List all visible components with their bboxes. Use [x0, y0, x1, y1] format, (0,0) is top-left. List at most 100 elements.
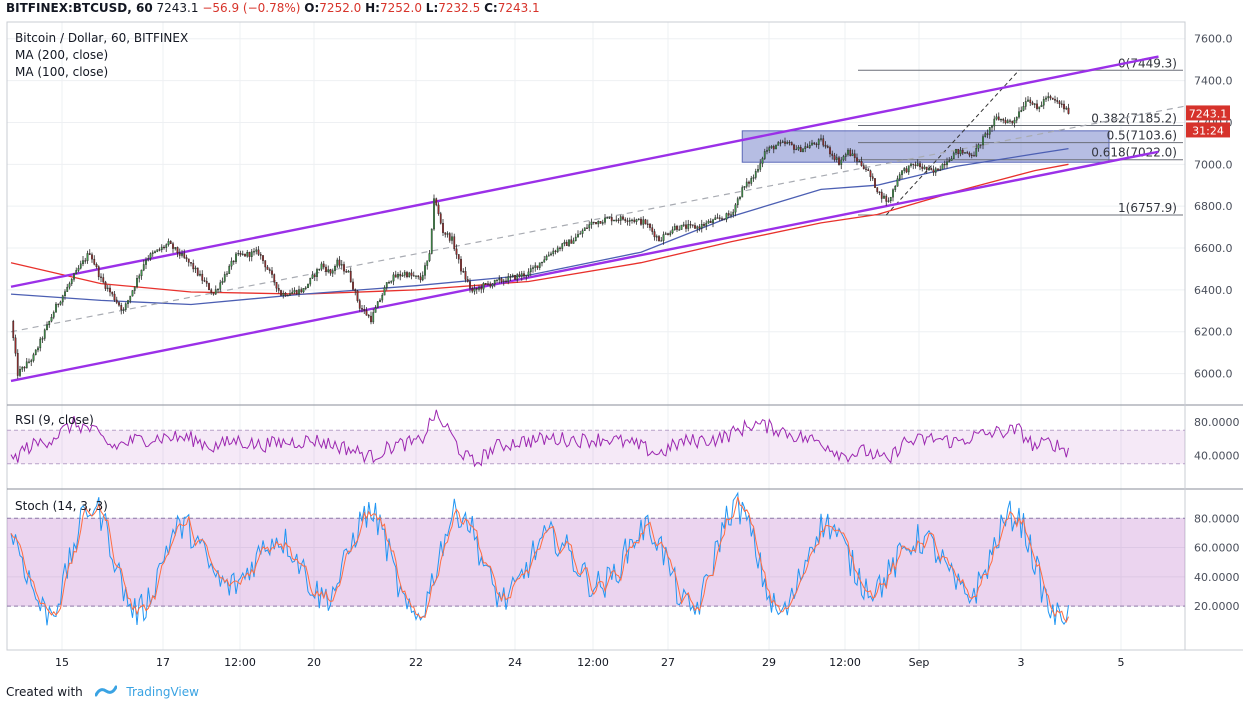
candle-body	[46, 324, 48, 331]
candle-body	[536, 265, 539, 268]
candle-body	[320, 263, 323, 270]
rsi-tick-label: 40.0000	[1194, 449, 1240, 462]
candle-body	[129, 295, 132, 301]
candle-body	[750, 178, 753, 184]
candle-body	[1020, 110, 1023, 112]
candle-body	[952, 152, 955, 159]
ma200-legend[interactable]: MA (200, close)	[15, 48, 109, 62]
candle-body	[784, 141, 786, 144]
candle-body	[885, 195, 888, 202]
x-tick-label: Sep	[909, 656, 930, 669]
candle-body	[844, 154, 847, 157]
candle-body	[138, 275, 141, 279]
candle-body	[259, 254, 262, 256]
candle-body	[322, 263, 325, 268]
candle-body	[113, 293, 116, 301]
candle-body	[88, 253, 91, 255]
candle-body	[480, 287, 483, 290]
stoch-pane[interactable]	[7, 491, 1185, 626]
candle-body	[363, 309, 366, 311]
tradingview-logo-icon[interactable]	[94, 684, 118, 702]
candle-body	[41, 338, 44, 340]
candle-body	[583, 227, 586, 231]
candle-body	[345, 270, 348, 273]
price-pane[interactable]: 0(7449.3) 0.382(7185.2) 0.5(7103.6) 0.618(7…	[10, 55, 1204, 383]
candle-body	[232, 260, 235, 263]
candle-body	[865, 168, 867, 170]
candle-body	[739, 196, 741, 199]
candle-body	[327, 269, 330, 272]
candle-body	[205, 281, 208, 284]
candle-body	[491, 283, 494, 287]
candle-body	[788, 141, 791, 144]
candle-body	[721, 218, 723, 220]
candle-body	[403, 272, 406, 276]
candle-body	[572, 240, 575, 244]
candle-body	[923, 166, 926, 169]
candle-body	[1051, 97, 1054, 100]
candle-body	[957, 148, 960, 155]
x-tick-label: 5	[1118, 656, 1125, 669]
candle-body	[23, 366, 26, 369]
candle-body	[984, 133, 987, 137]
stoch-legend[interactable]: Stoch (14, 3, 3)	[15, 499, 108, 513]
candle-body	[912, 163, 915, 166]
candle-body	[1040, 104, 1043, 108]
candle-body	[325, 266, 327, 272]
candle-body	[417, 275, 420, 278]
candle-body	[241, 253, 244, 255]
candle-body	[842, 156, 845, 161]
rsi-legend[interactable]: RSI (9, close)	[15, 413, 94, 427]
candle-body	[268, 269, 271, 271]
candle-body	[430, 228, 433, 254]
candle-body	[19, 369, 21, 376]
candle-body	[775, 145, 777, 150]
candle-body	[158, 249, 161, 251]
rsi-pane[interactable]	[7, 409, 1185, 468]
candle-body	[55, 303, 57, 313]
candle-body	[835, 157, 838, 160]
candle-body	[444, 232, 447, 235]
candle-body	[145, 259, 147, 265]
candle-body	[208, 283, 210, 291]
ma100-line	[10, 147, 1069, 306]
candle-body	[484, 283, 487, 285]
candle-body	[901, 170, 903, 175]
high-label: H:	[365, 1, 380, 15]
candle-body	[876, 187, 879, 193]
candle-body	[646, 223, 649, 225]
candle-body	[658, 236, 660, 242]
candle-body	[246, 252, 249, 257]
y-tick-label: 6000.0	[1194, 368, 1233, 381]
candle-body	[905, 168, 908, 173]
candle-body	[682, 224, 685, 226]
channel-lower-line	[10, 150, 1159, 383]
candle-body	[451, 236, 453, 241]
candle-body	[79, 263, 82, 269]
price-change: −56.9 (−0.78%)	[202, 1, 301, 15]
candle-body	[610, 217, 613, 222]
candle-body	[696, 226, 699, 229]
candle-body	[223, 274, 226, 282]
candle-body	[448, 233, 451, 241]
candle-body	[185, 257, 188, 260]
candle-body	[624, 219, 627, 222]
fib-level-label: 0(7449.3)	[1118, 56, 1177, 70]
candle-body	[12, 321, 15, 339]
candle-body	[838, 157, 840, 165]
candle-body	[250, 251, 253, 257]
candle-body	[707, 220, 710, 224]
candle-body	[790, 142, 793, 146]
candle-body	[804, 146, 807, 149]
ma100-legend[interactable]: MA (100, close)	[15, 65, 109, 79]
candle-body	[619, 216, 622, 221]
candle-body	[435, 198, 438, 206]
candle-body	[176, 247, 179, 254]
candle-body	[997, 116, 1000, 121]
tradingview-link[interactable]: TradingView	[126, 685, 199, 699]
candle-body	[394, 274, 397, 278]
candle-body	[759, 163, 762, 170]
candle-body	[982, 136, 984, 146]
candle-body	[662, 234, 665, 241]
